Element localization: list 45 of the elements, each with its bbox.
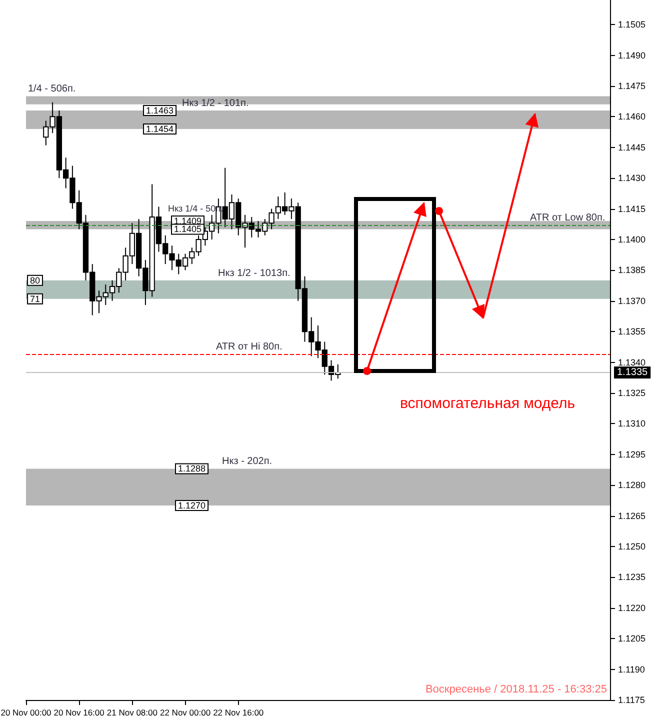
annotation: 1.1405 xyxy=(174,224,202,234)
annotation: 1.1288 xyxy=(178,464,206,474)
annotation: 71 xyxy=(30,294,40,304)
annotation: вспомогательная модель xyxy=(400,395,576,412)
y-tick-label: 1.1385 xyxy=(618,265,646,276)
x-tick-label: 22 Nov 00:00 xyxy=(160,708,211,718)
y-tick-label: 1.1280 xyxy=(618,480,646,490)
band-label: Нкз - 202п. xyxy=(222,456,272,468)
band-label: 1/4 - 506п. xyxy=(28,84,76,95)
annotation: 1.1463 xyxy=(146,106,174,116)
y-tick-label: 1.1370 xyxy=(618,296,646,306)
y-tick-label: 1.1460 xyxy=(618,112,646,122)
annotation: 1.1270 xyxy=(178,500,206,511)
x-tick-label: 22 Nov 16:00 xyxy=(213,708,264,718)
y-tick-label: 1.1355 xyxy=(618,326,646,337)
y-tick-label: 1.1475 xyxy=(618,80,646,91)
x-tick-label: 20 Nov 16:00 xyxy=(54,708,105,718)
annotation: 80 xyxy=(30,275,40,286)
y-tick-label: 1.1310 xyxy=(618,418,646,429)
y-tick-label: 1.1400 xyxy=(618,234,646,244)
y-tick-label: 1.1340 xyxy=(618,357,646,368)
x-tick-label: 20 Nov 00:00 xyxy=(0,708,52,718)
x-tick-label: 21 Nov 08:00 xyxy=(106,708,158,718)
band-label: Нкз 1/2 - 101п. xyxy=(182,98,249,110)
band-label: Нкз 1/2 - 1013п. xyxy=(218,268,290,279)
annotation: Воскресенье / 2018.11.25 - 16:33:25 xyxy=(425,684,608,696)
y-tick-label: 1.1205 xyxy=(618,634,646,644)
y-tick-label: 1.1175 xyxy=(618,695,645,705)
y-tick-label: 1.1190 xyxy=(618,664,645,674)
ref-line-label: ATR от Low 80п. xyxy=(530,212,606,224)
y-tick-label: 1.1265 xyxy=(618,510,646,521)
y-tick-label: 1.1505 xyxy=(618,20,646,30)
y-tick-label: 1.1295 xyxy=(618,449,646,460)
ref-line-label: 1.1335 xyxy=(617,367,648,378)
y-tick-label: 1.1430 xyxy=(618,173,646,184)
annotation: 1.1409 xyxy=(174,216,202,226)
y-tick-label: 1.1250 xyxy=(618,541,646,552)
ref-line-label: ATR от Hi 80п. xyxy=(216,342,282,353)
y-tick-label: 1.1415 xyxy=(618,204,646,214)
y-tick-label: 1.1220 xyxy=(618,602,646,613)
y-tick-label: 1.1325 xyxy=(618,388,646,398)
y-tick-label: 1.1235 xyxy=(618,572,646,582)
annotation: 1.1454 xyxy=(146,124,174,134)
y-tick-label: 1.1445 xyxy=(618,142,646,152)
y-tick-label: 1.1490 xyxy=(618,50,646,60)
